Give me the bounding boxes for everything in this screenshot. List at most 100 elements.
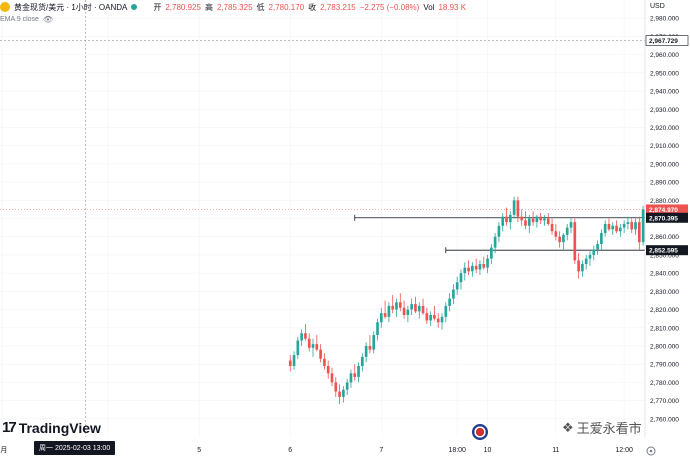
low-value: 2,780.170 [268, 2, 305, 12]
time-tick-label: 2月 [0, 446, 7, 454]
time-tick-label: 10 [484, 447, 492, 454]
candles [288, 196, 645, 405]
candle-body [410, 304, 413, 310]
candle-body [353, 373, 357, 377]
candle-body [634, 222, 637, 230]
eye-icon[interactable]: 👁 [42, 15, 54, 24]
candle-body [398, 302, 402, 308]
candle-body [562, 234, 565, 243]
candle-body [615, 225, 618, 232]
candle-body [569, 222, 573, 228]
candle-body [558, 236, 561, 243]
change-value: −2.275 (−0.08%) [359, 2, 420, 12]
candle-body [395, 302, 398, 310]
candle-body [440, 316, 444, 323]
candle-body [630, 222, 634, 230]
price-badge-label: 2,967.729 [649, 38, 678, 45]
candle-body [581, 264, 584, 272]
news-flag-icon[interactable] [472, 424, 488, 440]
candle-body [379, 313, 383, 323]
high-label: 高 [204, 2, 213, 12]
candle-body [455, 282, 459, 290]
candle-body [349, 373, 353, 383]
price-tick-label: 2,830.000 [650, 289, 679, 296]
candle-body [512, 200, 516, 215]
candle-body [554, 231, 558, 237]
close-label: 收 [308, 2, 317, 12]
indicator-label[interactable]: EMA 9 close [0, 16, 39, 23]
time-tick-label: 12:00 [615, 447, 633, 454]
candle-body [524, 220, 527, 226]
price-tick-label: 2,960.000 [650, 52, 679, 59]
time-tick-label: 7 [379, 447, 383, 454]
candle-body [520, 216, 524, 221]
candle-body [497, 225, 501, 237]
candle-body [539, 216, 542, 221]
candle-body [505, 216, 508, 223]
candle-body [626, 222, 630, 224]
price-tick-label: 2,930.000 [650, 107, 679, 114]
candle-body [414, 304, 417, 312]
candle-body [368, 345, 372, 350]
candle-body [577, 260, 580, 272]
tradingview-logo[interactable]: 17 TradingView [2, 419, 101, 436]
candle-body [550, 223, 554, 232]
crosshair-time-label: 周一 2025-02-03 13:00 [34, 441, 116, 455]
tradingview-mark-icon: 17 [2, 419, 17, 436]
candle-body [622, 223, 626, 228]
candle-body [387, 305, 391, 317]
candle-body [421, 305, 425, 314]
candle-body [490, 247, 493, 259]
candle-body [588, 254, 592, 259]
price-badge-box [645, 35, 689, 46]
watermark-text: 王爱永看市 [576, 421, 642, 436]
price-tick-label: 2,790.000 [650, 362, 679, 369]
price-tick-label: 2,850.000 [650, 252, 679, 259]
time-tick-label: 6 [288, 447, 292, 454]
candle-body [486, 258, 489, 268]
low-label: 低 [256, 2, 265, 12]
price-tick-label: 2,900.000 [650, 161, 679, 168]
candle-body [463, 267, 467, 274]
indicator-legend[interactable]: EMA 9 close 👁 [0, 15, 53, 24]
price-tick-label: 2,800.000 [650, 343, 679, 350]
candle-body [433, 315, 436, 319]
price-tick-label: 2,920.000 [650, 125, 679, 132]
horizontal-levels [354, 214, 645, 254]
volume-value: 18.93 K [438, 2, 467, 12]
price-tick-label: 2,840.000 [650, 271, 679, 278]
price-badge-box [646, 204, 688, 215]
candle-body [300, 333, 303, 341]
candle-body [619, 227, 622, 232]
chart-legend: 黄金现货/美元 · 1小时 · OANDA 开 2,780.925 高 2,78… [0, 0, 620, 14]
candle-body [478, 264, 482, 270]
candle-body [319, 349, 322, 359]
candle-body [474, 265, 478, 270]
time-tick-label: 11 [552, 447, 559, 454]
price-tick-label: 2,910.000 [650, 143, 679, 150]
candle-body [406, 309, 410, 316]
gold-coin-icon [0, 2, 10, 12]
candle-body [296, 340, 300, 356]
candle-body [383, 313, 387, 317]
settings-icon[interactable] [646, 446, 656, 456]
candle-body [531, 218, 535, 223]
candle-body [376, 322, 379, 336]
symbol-title[interactable]: 黄金现货/美元 · 1小时 · OANDA [14, 2, 128, 12]
candle-body [323, 358, 326, 366]
candle-body [565, 227, 569, 235]
candle-body [429, 315, 432, 321]
candle-body [501, 216, 505, 226]
candle-body [288, 360, 292, 366]
close-value: 2,783.215 [320, 2, 356, 12]
candle-body [334, 382, 338, 392]
candle-body [471, 265, 474, 272]
candle-body [330, 373, 334, 383]
wechat-icon: ❖ [562, 419, 574, 435]
price-badge-box [646, 245, 688, 256]
price-tick-label: 2,860.000 [650, 234, 679, 241]
candle-body [444, 305, 448, 317]
candle-body [402, 307, 406, 316]
